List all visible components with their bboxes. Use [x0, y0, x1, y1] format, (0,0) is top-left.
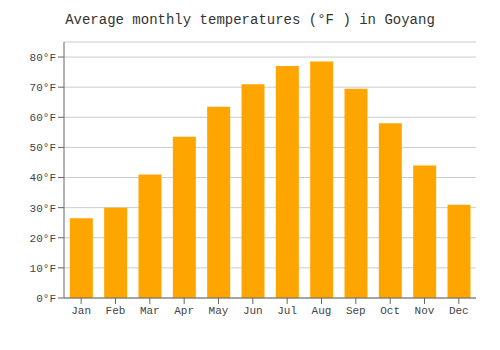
svg-text:Aug: Aug [312, 305, 332, 317]
svg-text:20°F: 20°F [30, 233, 56, 245]
svg-text:30°F: 30°F [30, 203, 56, 215]
svg-text:0°F: 0°F [36, 293, 56, 305]
svg-text:Sep: Sep [346, 305, 366, 317]
svg-text:40°F: 40°F [30, 172, 56, 184]
svg-text:Feb: Feb [106, 305, 126, 317]
svg-text:60°F: 60°F [30, 112, 56, 124]
svg-text:Apr: Apr [174, 305, 194, 317]
svg-text:Dec: Dec [449, 305, 469, 317]
html-text:Average monthly temperatures (: Average monthly temperatures (°F ) in Go… [65, 12, 435, 28]
svg-text:80°F: 80°F [30, 52, 56, 64]
svg-text:May: May [209, 305, 229, 317]
svg-text:Jan: Jan [71, 305, 91, 317]
svg-text:50°F: 50°F [30, 142, 56, 154]
svg-text:Jun: Jun [243, 305, 263, 317]
svg-text:Nov: Nov [415, 305, 435, 317]
svg-text:Oct: Oct [380, 305, 400, 317]
svg-text:70°F: 70°F [30, 82, 56, 94]
svg-text:10°F: 10°F [30, 263, 56, 275]
svg-text:Mar: Mar [140, 305, 160, 317]
svg-text:Jul: Jul [277, 305, 297, 317]
